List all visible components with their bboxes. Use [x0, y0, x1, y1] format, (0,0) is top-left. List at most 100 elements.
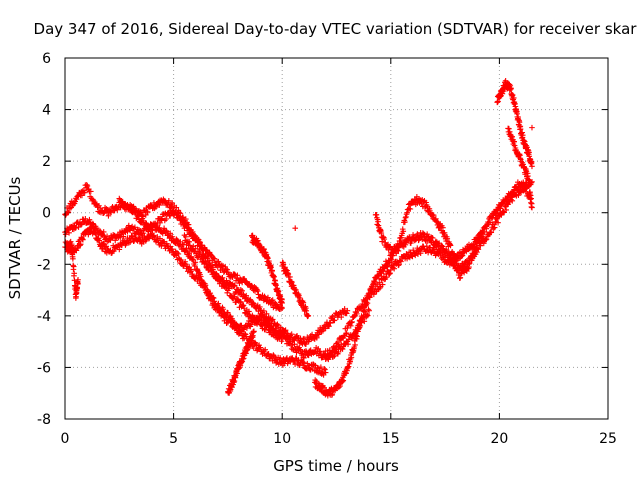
series-track-p [64, 238, 81, 301]
data-point [442, 253, 448, 260]
data-point [301, 335, 307, 342]
data-point [287, 274, 293, 280]
data-point [134, 212, 140, 218]
data-point [504, 198, 510, 204]
data-point [231, 271, 238, 278]
data-point [316, 348, 323, 355]
data-point [279, 305, 285, 311]
data-point [363, 299, 370, 305]
data-point [117, 234, 124, 240]
data-point [167, 230, 174, 237]
data-point [288, 331, 295, 337]
data-point [236, 365, 242, 372]
data-point [237, 299, 244, 305]
data-point [199, 255, 206, 262]
data-point [163, 216, 169, 222]
data-point [257, 344, 264, 351]
data-point [86, 216, 93, 223]
data-point [250, 345, 257, 351]
data-point [140, 230, 146, 236]
data-point [526, 182, 533, 188]
data-point [242, 331, 248, 337]
plot-frame [64, 57, 609, 420]
data-point [243, 292, 250, 299]
data-point [238, 328, 245, 335]
data-point [233, 321, 239, 327]
data-point [515, 116, 522, 123]
data-point [105, 212, 112, 219]
data-point [397, 257, 404, 264]
data-point [343, 330, 350, 336]
data-point [153, 225, 159, 231]
data-point [195, 275, 202, 281]
data-point [189, 271, 196, 277]
data-point [381, 236, 388, 242]
data-point [256, 318, 262, 324]
data-point [354, 333, 360, 340]
data-point [92, 230, 99, 236]
data-point [477, 237, 483, 244]
data-point [97, 228, 104, 235]
data-point [211, 298, 218, 305]
data-point [227, 313, 233, 319]
data-point [254, 321, 260, 327]
chart-title: Day 347 of 2016, Sidereal Day-to-day VTE… [34, 20, 638, 38]
data-point [66, 230, 72, 236]
data-point [277, 355, 283, 361]
data-point [398, 258, 404, 265]
data-point [360, 304, 366, 311]
data-point [477, 242, 484, 249]
data-point [100, 229, 107, 235]
data-point [177, 210, 184, 217]
data-point [407, 206, 414, 212]
data-point [186, 239, 193, 245]
data-point [81, 189, 88, 196]
data-point [202, 258, 209, 265]
x-tick-label: 25 [599, 431, 617, 447]
data-point [236, 280, 243, 286]
data-point [87, 188, 94, 195]
data-point [314, 335, 320, 341]
data-point [75, 224, 82, 230]
series-track-n [505, 125, 535, 211]
data-point [211, 255, 218, 262]
data-point [322, 369, 329, 376]
data-point [318, 364, 324, 370]
data-point [279, 300, 285, 306]
data-point [164, 228, 170, 235]
data-point [410, 247, 416, 253]
data-point [180, 241, 187, 248]
data-point [493, 216, 500, 222]
data-point [349, 334, 356, 341]
data-point [246, 308, 252, 315]
data-point [149, 227, 156, 234]
data-point [303, 349, 310, 355]
data-point [524, 144, 530, 151]
data-point [163, 228, 169, 234]
data-point [169, 246, 176, 253]
data-point [301, 355, 307, 361]
data-point [202, 283, 208, 290]
data-point [127, 239, 133, 245]
data-point [374, 221, 381, 228]
data-point [185, 221, 192, 228]
data-point [364, 300, 371, 306]
data-point [175, 251, 182, 257]
y-tick-label: 4 [42, 103, 51, 119]
data-point [243, 350, 249, 357]
data-point [473, 245, 480, 252]
data-point [70, 263, 77, 270]
data-point [90, 220, 96, 227]
data-point [265, 294, 271, 301]
data-point [224, 266, 231, 273]
data-point [73, 196, 80, 202]
data-point [361, 308, 368, 314]
data-point [182, 258, 188, 265]
data-point [174, 237, 180, 244]
data-point [331, 317, 338, 324]
data-point [520, 179, 527, 186]
data-point [234, 272, 241, 279]
data-point [481, 229, 487, 235]
data-point [444, 235, 451, 242]
data-point [252, 339, 258, 346]
